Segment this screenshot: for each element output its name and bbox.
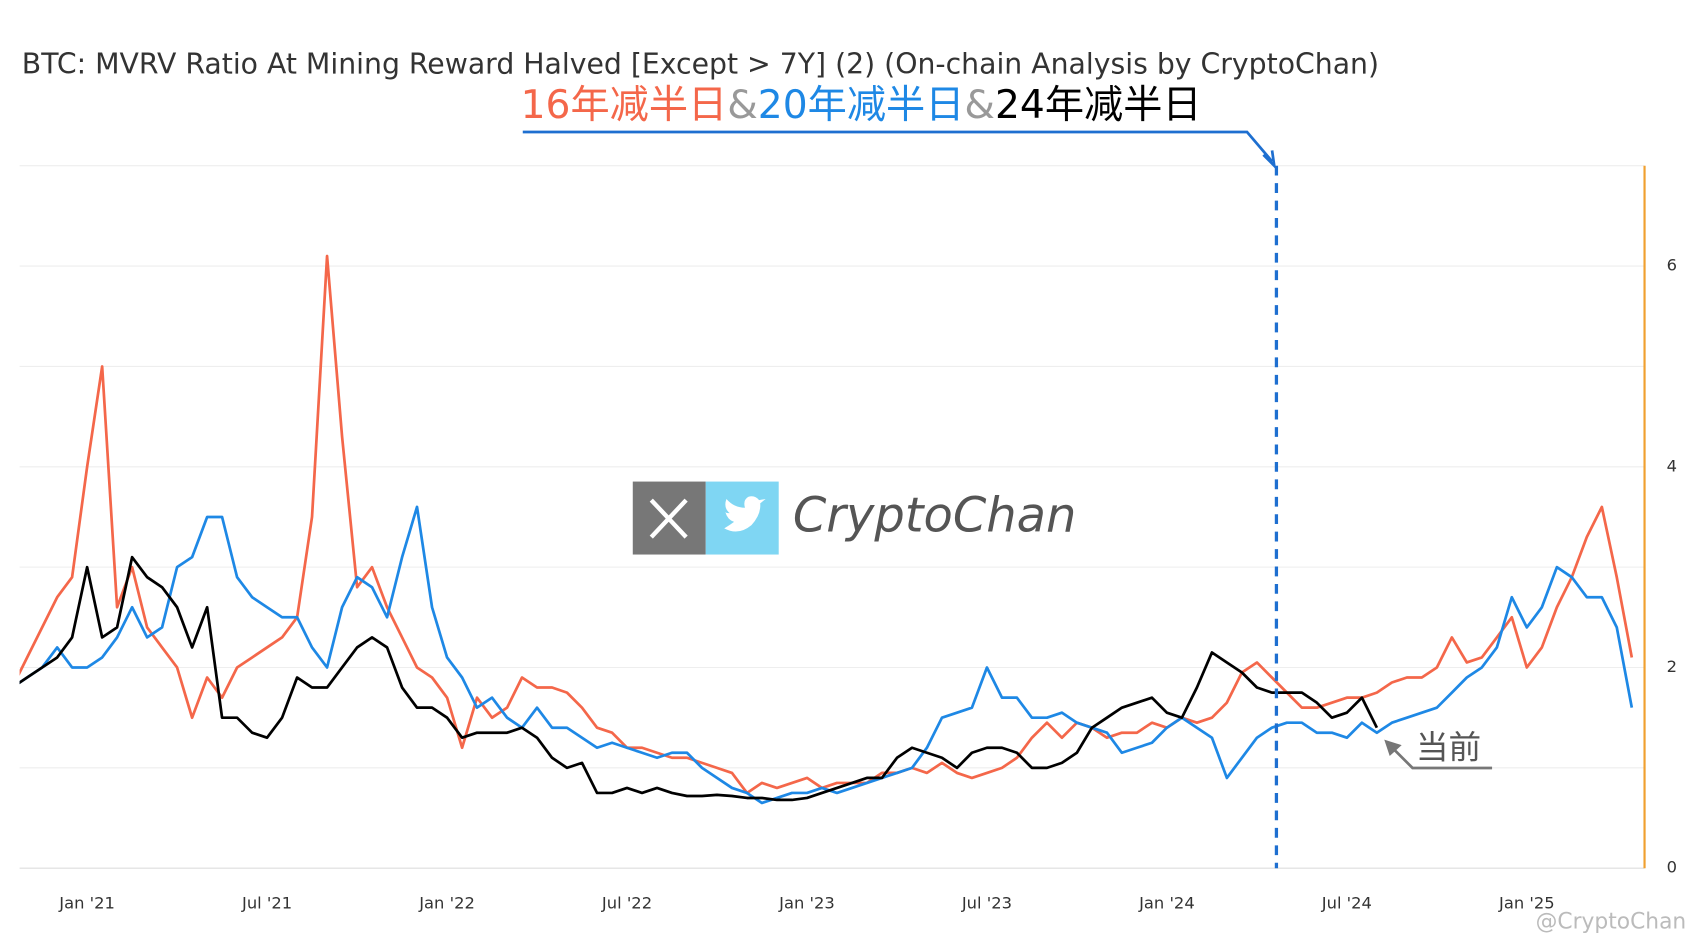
x-tick-label: Jan '24 [1138,894,1195,913]
y-tick-label: 0 [1667,858,1677,877]
y-tick-label: 2 [1667,657,1677,676]
credit: @CryptoChan [1536,910,1687,935]
watermark: CryptoChan [793,489,1077,544]
x-tick-label: Jan '21 [58,894,115,913]
series-line [19,555,1379,802]
x-tick-label: Jan '22 [418,894,475,913]
legend-separator: & [964,82,995,127]
y-tick-label: 4 [1667,456,1677,475]
x-tick-label: Jul '21 [241,894,292,913]
x-tick-label: Jul '23 [961,894,1012,913]
x-tick-label: Jul '22 [601,894,652,913]
bird-glyph [724,496,766,532]
grid [19,165,1645,869]
legend-entry: 16年减半日 [521,82,728,127]
annotation: 当前 [1416,728,1481,766]
legend-underline [522,130,1274,163]
watermark-logo [632,481,779,555]
x-glyph [649,498,688,539]
x-tick-label: Jan '23 [778,894,835,913]
x-tick-label: Jul '24 [1321,894,1372,913]
annotation-arrow [1387,743,1493,770]
y-tick-label: 6 [1667,256,1677,275]
legend-entry: 24年减半日 [995,82,1202,127]
chart-title: BTC: MVRV Ratio At Mining Reward Halved … [22,48,1379,81]
legend: 16年减半日&20年减半日&24年减半日 [521,82,1202,127]
series-line [19,505,1634,805]
arrow-head [1262,150,1277,170]
x-tick-label: Jan '25 [1498,894,1555,913]
plot-area [19,254,1634,805]
legend-separator: & [727,82,758,127]
legend-entry: 20年减半日 [758,82,965,127]
